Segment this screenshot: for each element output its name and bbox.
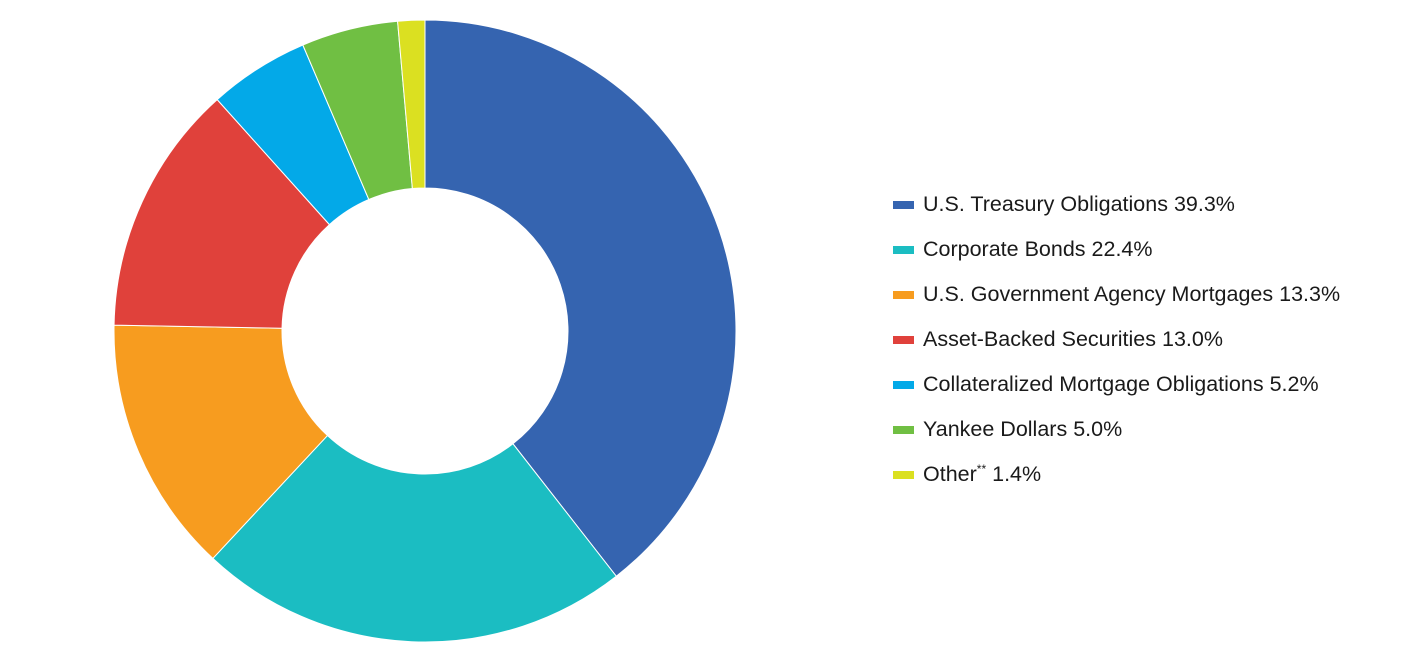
- legend-swatch: [893, 290, 914, 299]
- legend-item-1: Corporate Bonds 22.4%: [893, 227, 1340, 272]
- legend-text: Yankee Dollars 5.0%: [923, 417, 1122, 442]
- legend-value: 1.4%: [992, 462, 1042, 486]
- legend-swatch: [893, 200, 914, 209]
- donut-slice-3: [113, 98, 331, 329]
- legend-item-3: Asset-Backed Securities 13.0%: [893, 317, 1340, 362]
- legend-swatch: [893, 245, 914, 254]
- legend-label: Collateralized Mortgage Obligations: [923, 372, 1264, 396]
- legend-label: Other: [923, 462, 977, 486]
- chart-legend: U.S. Treasury Obligations 39.3% Corporate…: [893, 182, 1340, 497]
- legend-value: 5.2%: [1269, 372, 1319, 396]
- legend-swatch: [893, 380, 914, 389]
- donut-slice-0: [424, 19, 737, 577]
- legend-item-6: Other** 1.4%: [893, 452, 1340, 497]
- legend-swatch: [893, 425, 914, 434]
- legend-value: 13.3%: [1279, 282, 1341, 306]
- legend-footnote-marker: **: [976, 462, 987, 476]
- donut-slice-2: [113, 324, 329, 560]
- legend-text: Collateralized Mortgage Obligations 5.2%: [923, 372, 1319, 397]
- donut-slice-1: [212, 434, 617, 643]
- legend-text: U.S. Government Agency Mortgages 13.3%: [923, 282, 1340, 307]
- legend-value: 39.3%: [1173, 192, 1235, 216]
- legend-item-2: U.S. Government Agency Mortgages 13.3%: [893, 272, 1340, 317]
- legend-item-4: Collateralized Mortgage Obligations 5.2%: [893, 362, 1340, 407]
- legend-text: Other** 1.4%: [923, 462, 1041, 487]
- legend-text: Corporate Bonds 22.4%: [923, 237, 1153, 262]
- legend-value: 5.0%: [1073, 417, 1123, 441]
- legend-value: 22.4%: [1091, 237, 1153, 261]
- legend-label: Asset-Backed Securities: [923, 327, 1157, 351]
- legend-swatch: [893, 470, 914, 479]
- donut-chart: [113, 19, 737, 643]
- donut-slice-6: [397, 19, 426, 190]
- legend-text: U.S. Treasury Obligations 39.3%: [923, 192, 1235, 217]
- legend-swatch: [893, 335, 914, 344]
- legend-label: Yankee Dollars: [923, 417, 1068, 441]
- legend-item-5: Yankee Dollars 5.0%: [893, 407, 1340, 452]
- legend-label: U.S. Government Agency Mortgages: [923, 282, 1274, 306]
- legend-text: Asset-Backed Securities 13.0%: [923, 327, 1223, 352]
- legend-item-0: U.S. Treasury Obligations 39.3%: [893, 182, 1340, 227]
- legend-label: Corporate Bonds: [923, 237, 1086, 261]
- legend-label: U.S. Treasury Obligations: [923, 192, 1168, 216]
- legend-value: 13.0%: [1162, 327, 1223, 351]
